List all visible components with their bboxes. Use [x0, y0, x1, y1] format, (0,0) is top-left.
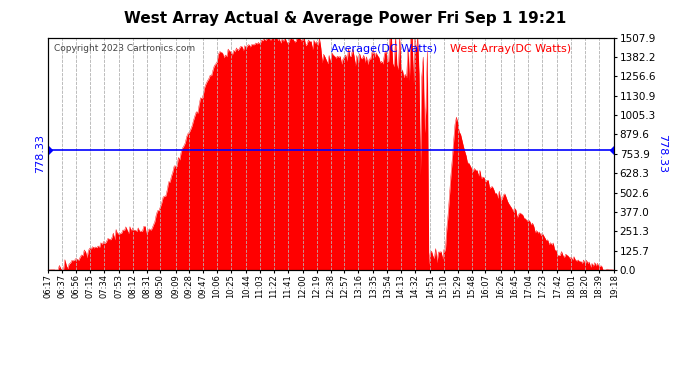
- Text: West Array Actual & Average Power Fri Sep 1 19:21: West Array Actual & Average Power Fri Se…: [124, 11, 566, 26]
- Text: West Array(DC Watts): West Array(DC Watts): [450, 45, 571, 54]
- Y-axis label: 778.33: 778.33: [35, 134, 46, 173]
- Text: Average(DC Watts): Average(DC Watts): [331, 45, 437, 54]
- Y-axis label: 778.33: 778.33: [658, 134, 667, 173]
- Text: Copyright 2023 Cartronics.com: Copyright 2023 Cartronics.com: [54, 45, 195, 54]
